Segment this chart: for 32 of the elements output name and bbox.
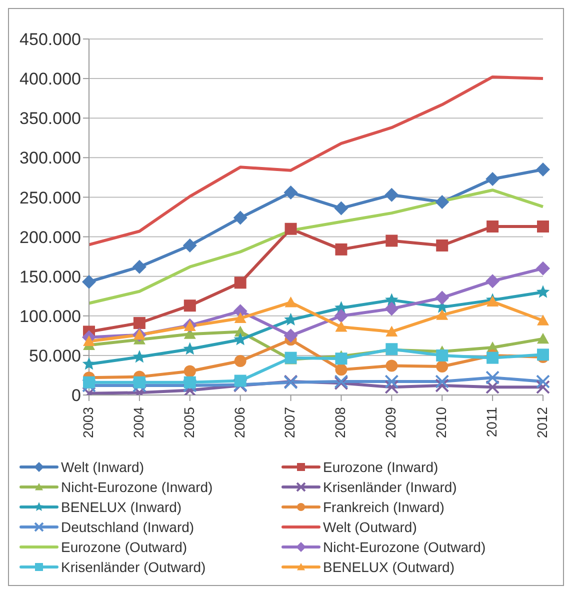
x-tick-label: 2009 [382,406,399,438]
legend-label: Nicht-Eurozone (Inward) [61,479,213,495]
y-tick-label: 350.000 [20,109,81,128]
x-tick-label: 2005 [180,406,197,438]
y-tick-label: 100.000 [20,306,81,326]
legend-label: Krisenländer (Inward) [323,479,457,495]
legend-label: Nicht-Eurozone (Outward) [323,539,486,555]
x-tick-label: 2008 [332,406,348,438]
x-tick-label: 2003 [80,406,96,438]
x-tick-label: 2011 [483,406,500,438]
x-tick-label: 2004 [130,406,146,438]
y-tick-label: 400.000 [20,70,81,89]
y-tick-label: 150.000 [20,267,81,286]
y-tick-label: 200.000 [20,228,81,247]
x-tick-label: 2012 [534,406,550,438]
x-tick-label: 2007 [282,406,298,438]
y-tick-label: 450.000 [20,30,81,50]
legend-label: Deutschland (Inward) [61,519,194,535]
legend-label: Eurozone (Outward) [61,539,188,555]
legend-label: Welt (Inward) [61,459,144,475]
legend-label: Frankreich (Inward) [323,499,444,515]
x-tick-label: 2010 [433,406,450,438]
legend-label: Eurozone (Inward) [323,459,438,475]
y-tick-label: 300.000 [20,148,81,168]
y-tick-label: 0 [72,386,81,406]
x-tick-label: 2006 [231,406,248,438]
legend-label: BENELUX (Inward) [61,499,182,515]
y-tick-label: 250.000 [20,188,81,208]
legend-label: Welt (Outward) [323,519,417,535]
legend-label: BENELUX (Outward) [323,559,454,575]
legend-label: Krisenländer (Outward) [61,559,206,575]
y-tick-label: 50.000 [29,346,81,366]
